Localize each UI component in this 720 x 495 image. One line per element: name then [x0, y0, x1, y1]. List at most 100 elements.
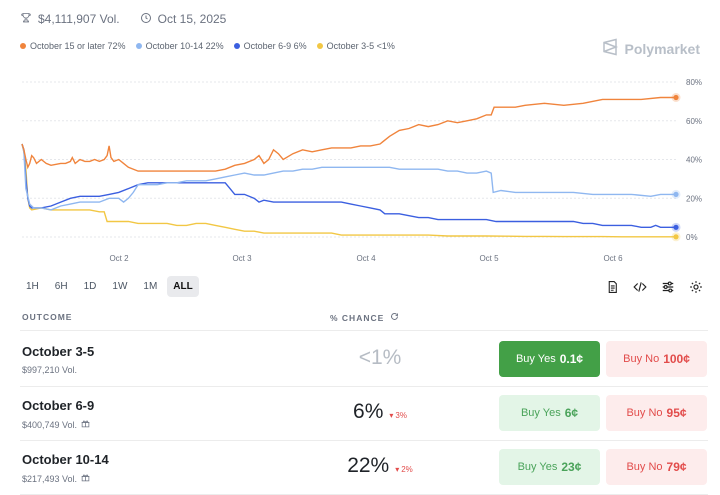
buy-no-button[interactable]: Buy No 95¢	[606, 395, 707, 431]
buy-yes-price: 6¢	[564, 406, 579, 420]
outcome-name: October 6-9	[22, 398, 95, 413]
gift-icon	[81, 473, 90, 484]
document-icon[interactable]	[604, 279, 620, 295]
chance-change-text: 2%	[401, 465, 413, 474]
outcome-volume-text: $997,210 Vol.	[22, 365, 78, 375]
range-button-all[interactable]: ALL	[167, 276, 199, 297]
series-end-dot	[673, 191, 679, 197]
buy-no-button[interactable]: Buy No 100¢	[606, 341, 707, 377]
buy-no-button[interactable]: Buy No 79¢	[606, 449, 707, 485]
chance-column-header: % CHANCE	[330, 312, 399, 323]
outcome-volume-text: $400,749 Vol.	[22, 419, 78, 430]
table-row[interactable]: October 6-9 $400,749 Vol. 6% ▾ 3% Buy Yes 6¢ Bu…	[20, 386, 708, 441]
chart-tools	[604, 279, 704, 295]
series-line	[21, 143, 676, 238]
legend-item: October 10-14 22%	[135, 41, 224, 51]
y-tick-label: 40%	[686, 156, 702, 165]
total-volume: $4,111,907 Vol.	[38, 12, 120, 26]
outcome-column-header: OUTCOME	[22, 312, 73, 322]
range-button-1d[interactable]: 1D	[83, 281, 97, 292]
outcome-name: October 3-5	[22, 344, 95, 359]
outcome-volume: $997,210 Vol.	[22, 365, 77, 375]
legend-swatch	[135, 43, 142, 49]
x-tick-label: Oct 4	[356, 254, 376, 263]
legend-label: October 3-5 <1%	[326, 41, 395, 51]
legend-label: October 10-14 22%	[145, 41, 224, 51]
x-tick-label: Oct 2	[109, 254, 129, 263]
volume-group: $4,111,907 Vol.	[20, 12, 120, 27]
chance-column-label: % CHANCE	[330, 312, 385, 323]
buy-yes-button[interactable]: Buy Yes 6¢	[499, 395, 600, 431]
buy-yes-price: 23¢	[561, 460, 582, 474]
price-chart: 80% 60% 40% 20% 0% Oct 2 Oct 3 Oct 4 Oct 5 Oct 6	[21, 78, 702, 263]
y-tick-label: 60%	[686, 117, 702, 126]
chance-cell: 22% ▾ 2%	[320, 454, 440, 478]
y-tick-label: 80%	[686, 78, 702, 87]
buy-yes-label: Buy Yes	[520, 407, 561, 419]
buy-no-label: Buy No	[626, 407, 663, 419]
buy-no-price: 95¢	[666, 406, 687, 420]
x-tick-label: Oct 5	[479, 254, 499, 263]
chart-legend: October 15 or later 72% October 10-14 22%…	[20, 41, 395, 51]
chance-value: 6%	[353, 400, 384, 423]
buy-yes-price: 0.1¢	[559, 352, 584, 366]
table-row[interactable]: October 3-5 $997,210 Vol. <1% Buy Yes 0.1¢ Bu…	[20, 332, 708, 387]
legend-item: October 6-9 6%	[233, 41, 307, 51]
series-line	[21, 96, 676, 172]
buy-no-label: Buy No	[626, 461, 663, 473]
range-button-1w[interactable]: 1W	[112, 281, 128, 292]
legend-item: October 3-5 <1%	[316, 41, 395, 51]
buy-yes-label: Buy Yes	[515, 353, 556, 365]
chance-cell: 6% ▾ 3%	[320, 400, 440, 424]
gift-icon	[81, 419, 90, 430]
date-group: Oct 15, 2025	[140, 12, 227, 27]
buy-yes-button[interactable]: Buy Yes 23¢	[499, 449, 600, 485]
outcome-volume-text: $217,493 Vol.	[22, 473, 78, 484]
buy-no-label: Buy No	[623, 353, 660, 365]
down-arrow-icon: ▾	[389, 411, 394, 420]
series-end-dot	[673, 234, 679, 240]
settings-gear-icon[interactable]	[688, 279, 704, 295]
range-button-1h[interactable]: 1H	[26, 281, 39, 292]
chance-value: <1%	[358, 346, 402, 369]
range-button-1m[interactable]: 1M	[143, 281, 158, 292]
time-range-selector: 1H 6H 1D 1W 1M ALL	[20, 276, 199, 297]
legend-label: October 15 or later 72%	[30, 41, 126, 51]
brand-logo: Polymarket	[601, 38, 700, 59]
buy-yes-label: Buy Yes	[517, 461, 558, 473]
polymarket-logo-icon	[601, 38, 619, 59]
buy-no-price: 79¢	[666, 460, 687, 474]
series-end-dot	[673, 224, 679, 230]
embed-code-icon[interactable]	[632, 279, 648, 295]
buy-yes-button[interactable]: Buy Yes 0.1¢	[499, 341, 600, 377]
series-end-dot	[673, 94, 679, 101]
buy-no-price: 100¢	[663, 352, 690, 366]
x-tick-label: Oct 6	[603, 254, 623, 263]
chance-value: 22%	[347, 454, 390, 477]
end-date: Oct 15, 2025	[157, 12, 227, 26]
chance-change-text: 3%	[395, 411, 407, 420]
series-line	[21, 143, 676, 211]
brand-name: Polymarket	[624, 40, 700, 57]
outcome-volume: $400,749 Vol.	[22, 419, 90, 430]
legend-swatch	[20, 43, 26, 49]
table-row[interactable]: October 10-14 $217,493 Vol. 22% ▾ 2% Buy Yes 2…	[20, 440, 708, 495]
range-button-6h[interactable]: 6H	[54, 281, 68, 292]
legend-swatch	[233, 43, 240, 49]
x-tick-label: Oct 3	[232, 254, 252, 263]
chance-change: ▾ 3%	[389, 411, 407, 420]
refresh-icon[interactable]	[390, 312, 399, 323]
down-arrow-icon: ▾	[395, 465, 400, 474]
legend-swatch	[316, 43, 323, 49]
chance-change: ▾ 2%	[395, 465, 413, 474]
legend-item: October 15 or later 72%	[20, 41, 126, 51]
sliders-icon[interactable]	[660, 279, 676, 295]
chance-cell: <1%	[320, 346, 440, 370]
y-tick-label: 20%	[686, 194, 702, 203]
legend-label: October 6-9 6%	[243, 41, 307, 51]
y-tick-label: 0%	[686, 233, 698, 242]
outcome-volume: $217,493 Vol.	[22, 473, 90, 484]
series-line	[21, 143, 676, 228]
market-meta: $4,111,907 Vol. Oct 15, 2025	[20, 10, 238, 28]
trophy-icon	[20, 12, 32, 27]
